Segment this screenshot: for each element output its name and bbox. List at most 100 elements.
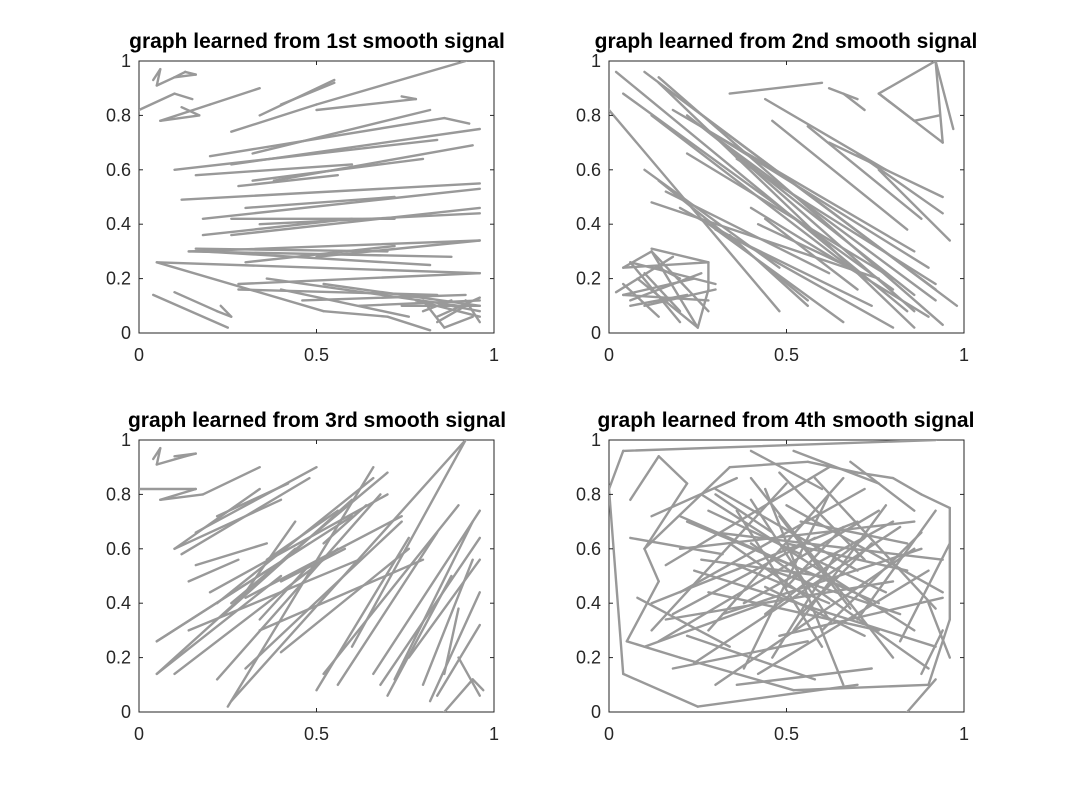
graph-edge (657, 81, 916, 329)
graph-edge (180, 182, 481, 201)
graph-edge (400, 95, 418, 101)
graph-edge (180, 105, 201, 117)
graph-edge (813, 558, 888, 594)
graph-edge (436, 296, 481, 318)
graph-edges (139, 61, 481, 332)
graph-edge (771, 119, 909, 231)
graph-edge (625, 640, 682, 659)
graph-edge (155, 574, 283, 676)
graph-edge (279, 547, 410, 654)
graph-edge (764, 585, 866, 637)
graph-edge (322, 504, 368, 545)
graph-edge (827, 141, 944, 199)
graph-edge (265, 277, 460, 307)
graph-edge (315, 61, 467, 106)
graph-edge (244, 195, 396, 210)
y-tick-label: 1 (121, 51, 131, 71)
graph-edge (622, 440, 937, 453)
graph-edge (443, 607, 460, 676)
graph-edge (201, 187, 481, 221)
graph-edge (464, 299, 481, 324)
graph-edge (927, 602, 951, 659)
graph-edge (315, 239, 481, 258)
graph-edge (749, 449, 824, 491)
graph-edge (173, 452, 198, 458)
graph-edge (379, 536, 481, 686)
graph-edge (643, 482, 689, 550)
graph-edge (457, 656, 481, 697)
graph-edge (657, 81, 959, 307)
y-tick-label: 0.2 (106, 269, 131, 289)
graph-edge (700, 217, 845, 324)
y-tick-label: 0.6 (576, 160, 601, 180)
graph-edge (920, 493, 951, 510)
graph-edge (735, 157, 937, 286)
graph-edge (244, 520, 297, 594)
graph-edge (650, 476, 738, 518)
graph-edge (609, 487, 625, 676)
graph-edge (215, 493, 382, 681)
x-tick-label: 0 (604, 345, 614, 365)
graph-edge (891, 476, 923, 496)
graph-edge (237, 288, 439, 297)
graph-edge (643, 288, 717, 307)
graph-edge (279, 288, 410, 318)
graph-edge (685, 634, 817, 681)
graph-edge (187, 558, 240, 583)
graph-edge (237, 272, 481, 286)
x-tick-label: 0.5 (304, 345, 329, 365)
graph-edge (820, 531, 923, 632)
graph-edge (629, 455, 660, 501)
graph-edge (714, 493, 774, 534)
graph-edge (714, 228, 873, 307)
graph-edge (155, 547, 297, 676)
subplot-title: graph learned from 2nd smooth signal (595, 30, 978, 53)
graph-edge (301, 293, 467, 302)
graph-edge (827, 86, 859, 101)
graph-edge (237, 173, 339, 188)
graph-edge (806, 125, 923, 221)
graph-edge (657, 266, 682, 280)
y-tick-label: 1 (121, 430, 131, 450)
y-tick-label: 0.2 (106, 648, 131, 668)
subplot-2: graph learned from 2nd smooth signal 0 0.… (576, 30, 977, 365)
subplot-title: graph learned from 1st smooth signal (129, 30, 505, 53)
graph-edge (622, 672, 699, 708)
y-tick-label: 1 (591, 51, 601, 71)
graph-edge (742, 493, 831, 670)
graph-edge (622, 250, 653, 269)
graph-edge (629, 293, 689, 307)
graph-edge (279, 81, 336, 106)
graph-edge (421, 558, 474, 686)
x-tick-label: 1 (489, 724, 499, 744)
graph-edge (650, 201, 880, 280)
graph-edge (728, 542, 809, 599)
graph-edge (728, 81, 824, 95)
graph-edge (230, 206, 481, 237)
y-tick-label: 1 (591, 430, 601, 450)
graph-edge (643, 466, 731, 550)
x-tick-label: 0.5 (774, 724, 799, 744)
y-tick-label: 0 (591, 323, 601, 343)
graph-edge (201, 250, 432, 267)
graph-edges (139, 440, 485, 712)
graph-edge (643, 547, 660, 583)
x-tick-label: 0 (134, 724, 144, 744)
graph-edge (386, 574, 453, 697)
graph-edge (799, 542, 873, 616)
graph-edge (906, 678, 937, 712)
graph-edge (622, 261, 710, 269)
graph-edge (208, 116, 446, 158)
graph-edge (700, 125, 930, 269)
graph-edge (159, 114, 201, 123)
graph-edge (664, 190, 831, 275)
graph-edge (636, 596, 731, 648)
graph-edge (471, 678, 485, 692)
graph-edge (187, 558, 361, 632)
graph-edge (208, 86, 261, 106)
graph-edge (357, 299, 481, 307)
x-tick-label: 0 (134, 345, 144, 365)
graph-edge (258, 558, 425, 632)
graph-edge (685, 520, 845, 589)
graph-edge (350, 440, 467, 648)
